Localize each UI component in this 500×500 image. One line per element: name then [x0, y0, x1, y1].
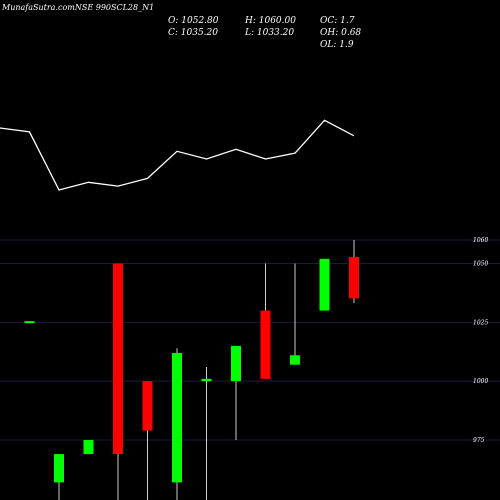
candle: [142, 381, 153, 500]
candle: [290, 263, 300, 365]
candle-body: [142, 381, 153, 431]
y-axis-ticks: 1060 1050 1025 1000 975: [473, 237, 488, 444]
oc-value: OC: 1.7: [320, 16, 355, 26]
y-tick-label: 1050: [473, 261, 488, 268]
price-line-chart: [0, 119, 355, 191]
chart-source-label: MunafaSutra.comNSE 990SCL28_N1: [2, 3, 154, 12]
candle-body: [24, 321, 35, 324]
ol-value: OL: 1.9: [320, 40, 354, 50]
candle-body: [319, 258, 330, 311]
candle-body: [201, 378, 212, 382]
candle: [54, 454, 64, 500]
candle-body: [260, 310, 271, 379]
candle: [113, 263, 123, 500]
candle-body: [83, 440, 94, 455]
candle: [83, 440, 94, 455]
low-value: L: 1033.20: [245, 28, 295, 38]
symbol-name: NSE 990SCL28_N1: [74, 3, 155, 12]
open-value: O: 1052.80: [168, 16, 219, 26]
candle-body: [113, 263, 123, 455]
y-tick-label: 1000: [473, 378, 488, 385]
oh-value: OH: 0.68: [320, 28, 362, 38]
candlestick-chart: [24, 240, 359, 500]
price-series-line: [0, 119, 355, 191]
candle: [349, 240, 359, 304]
candle: [24, 321, 35, 324]
candle-body: [54, 454, 64, 483]
candle: [201, 367, 212, 500]
y-tick-label: 1025: [473, 319, 488, 326]
close-value: C: 1035.20: [168, 28, 218, 38]
y-tick-label: 1060: [473, 237, 488, 244]
candle-body: [349, 256, 359, 299]
candle: [260, 263, 271, 379]
grid-lines: [0, 239, 500, 441]
y-tick-label: 975: [473, 437, 485, 444]
candle: [231, 345, 241, 440]
candle-body: [172, 352, 182, 483]
candle: [319, 258, 330, 311]
high-value: H: 1060.00: [245, 16, 296, 26]
candle-body: [290, 355, 300, 365]
candle: [172, 348, 182, 500]
candle-body: [231, 345, 241, 382]
source-name: MunafaSutra.com: [2, 3, 75, 12]
